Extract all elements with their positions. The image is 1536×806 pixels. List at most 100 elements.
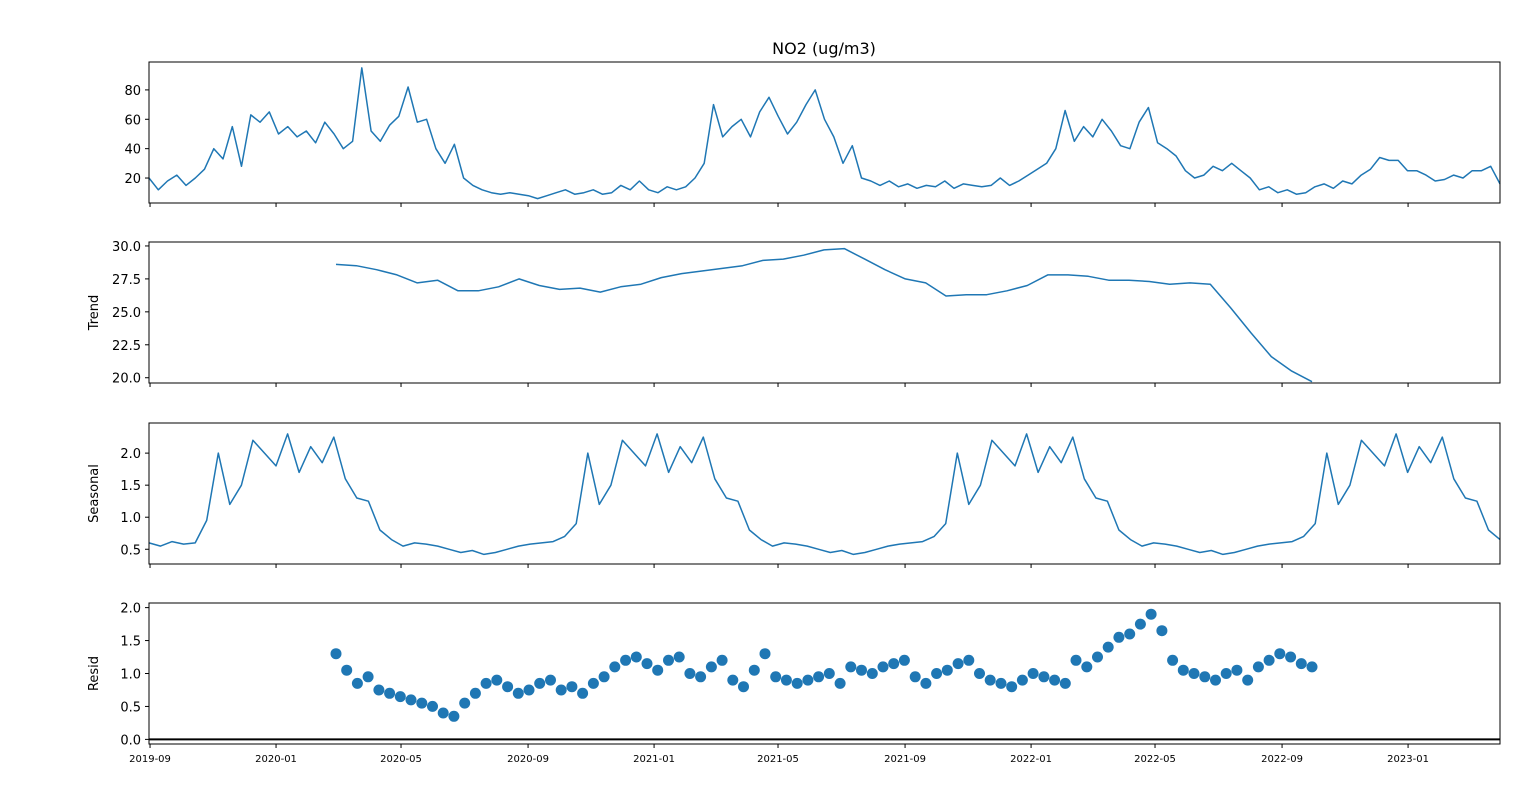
resid-point bbox=[523, 684, 535, 696]
resid-point bbox=[952, 658, 964, 670]
y-axis-label: Trend bbox=[87, 295, 102, 332]
resid-point bbox=[1242, 674, 1254, 686]
resid-point bbox=[351, 677, 363, 689]
y-axis-label: Seasonal bbox=[87, 464, 102, 523]
resid-point bbox=[963, 654, 975, 666]
resid-point bbox=[716, 654, 728, 666]
resid-point bbox=[459, 697, 471, 709]
resid-point bbox=[1306, 661, 1318, 673]
resid-point bbox=[1006, 681, 1018, 693]
resid-point bbox=[813, 671, 825, 683]
resid-point bbox=[727, 674, 739, 686]
resid-point bbox=[1092, 651, 1103, 663]
resid-point bbox=[1070, 654, 1082, 666]
resid-point bbox=[759, 648, 771, 660]
resid-point bbox=[1145, 608, 1157, 620]
resid-point bbox=[1210, 674, 1221, 686]
resid-point bbox=[1295, 658, 1307, 670]
y-tick-label: 1.0 bbox=[120, 668, 141, 683]
resid-point bbox=[748, 664, 760, 676]
resid-point bbox=[920, 677, 932, 689]
x-tick-label: 2020-09 bbox=[507, 754, 549, 765]
resid-point bbox=[866, 668, 878, 679]
resid-point bbox=[577, 687, 589, 699]
resid-panel: 0.0 0.5 1.0 1.5 2.0 Resid 2019-09 2020-01 2020-0… bbox=[87, 602, 1501, 765]
resid-point bbox=[695, 671, 707, 683]
resid-point bbox=[1252, 661, 1264, 673]
axes-frame bbox=[148, 422, 1501, 565]
resid-point bbox=[502, 681, 514, 693]
figure-title: NO2 (ug/m3) bbox=[772, 39, 876, 58]
trend-panel: 20.0 22.5 25.0 27.5 30.0 Trend bbox=[87, 240, 1501, 387]
resid-point bbox=[1231, 664, 1243, 676]
axes-frame bbox=[148, 602, 1501, 745]
resid-point bbox=[384, 687, 396, 699]
resid-point bbox=[877, 661, 889, 673]
axes-frame bbox=[148, 241, 1501, 384]
resid-point bbox=[641, 658, 653, 670]
y-tick-label: 80 bbox=[124, 84, 141, 99]
resid-point bbox=[587, 677, 599, 689]
y-axis-label: Resid bbox=[87, 656, 102, 691]
resid-point bbox=[663, 654, 674, 666]
resid-point bbox=[1124, 628, 1136, 640]
x-tick-label: 2020-05 bbox=[380, 754, 422, 765]
resid-point bbox=[684, 668, 696, 679]
resid-point bbox=[909, 671, 921, 683]
y-tick-label: 2.0 bbox=[120, 447, 141, 462]
resid-point bbox=[845, 661, 857, 673]
resid-point bbox=[1134, 618, 1146, 630]
resid-point bbox=[1016, 674, 1028, 686]
resid-point bbox=[362, 671, 374, 683]
y-tick-label: 0.5 bbox=[120, 700, 141, 715]
y-tick-label: 20 bbox=[124, 172, 141, 187]
resid-point bbox=[566, 681, 578, 693]
resid-point bbox=[1274, 648, 1286, 660]
resid-point bbox=[856, 664, 867, 676]
resid-point bbox=[1188, 668, 1200, 679]
resid-point bbox=[898, 654, 910, 666]
resid-point bbox=[931, 668, 943, 679]
x-tick-label: 2022-01 bbox=[1010, 754, 1052, 765]
y-tick-label: 27.5 bbox=[112, 273, 141, 288]
resid-point bbox=[491, 674, 503, 686]
resid-point bbox=[1156, 625, 1168, 637]
resid-point bbox=[609, 661, 621, 673]
resid-point bbox=[480, 677, 492, 689]
y-tick-label: 25.0 bbox=[112, 306, 141, 321]
resid-point bbox=[534, 677, 546, 689]
resid-point bbox=[941, 664, 953, 676]
y-tick-label: 1.5 bbox=[120, 635, 141, 650]
resid-point bbox=[620, 654, 632, 666]
x-tick-label: 2019-09 bbox=[129, 754, 171, 765]
resid-point bbox=[995, 677, 1007, 689]
resid-point bbox=[652, 664, 664, 676]
resid-point bbox=[780, 674, 792, 686]
resid-point bbox=[341, 664, 353, 676]
y-tick-label: 1.0 bbox=[120, 511, 141, 526]
resid-point bbox=[1027, 668, 1039, 679]
x-tick-label: 2021-09 bbox=[884, 754, 926, 765]
resid-point bbox=[791, 677, 803, 689]
x-tick-label: 2022-09 bbox=[1261, 754, 1303, 765]
resid-point bbox=[888, 658, 900, 670]
resid-point bbox=[394, 691, 406, 703]
y-tick-label: 30.0 bbox=[112, 240, 141, 255]
resid-point bbox=[469, 687, 481, 699]
resid-point bbox=[673, 651, 685, 663]
resid-point bbox=[448, 710, 460, 722]
resid-point bbox=[373, 684, 385, 696]
observed-series-line bbox=[148, 67, 1501, 200]
resid-point bbox=[598, 671, 610, 683]
resid-point bbox=[416, 697, 428, 709]
resid-point bbox=[770, 671, 782, 683]
resid-point bbox=[555, 684, 567, 696]
resid-point bbox=[705, 661, 717, 673]
y-tick-label: 0.0 bbox=[120, 733, 141, 748]
resid-point bbox=[1285, 651, 1297, 663]
resid-point bbox=[984, 674, 996, 686]
resid-point bbox=[802, 674, 814, 686]
seasonal-panel: 0.5 1.0 1.5 2.0 Seasonal bbox=[87, 422, 1501, 568]
